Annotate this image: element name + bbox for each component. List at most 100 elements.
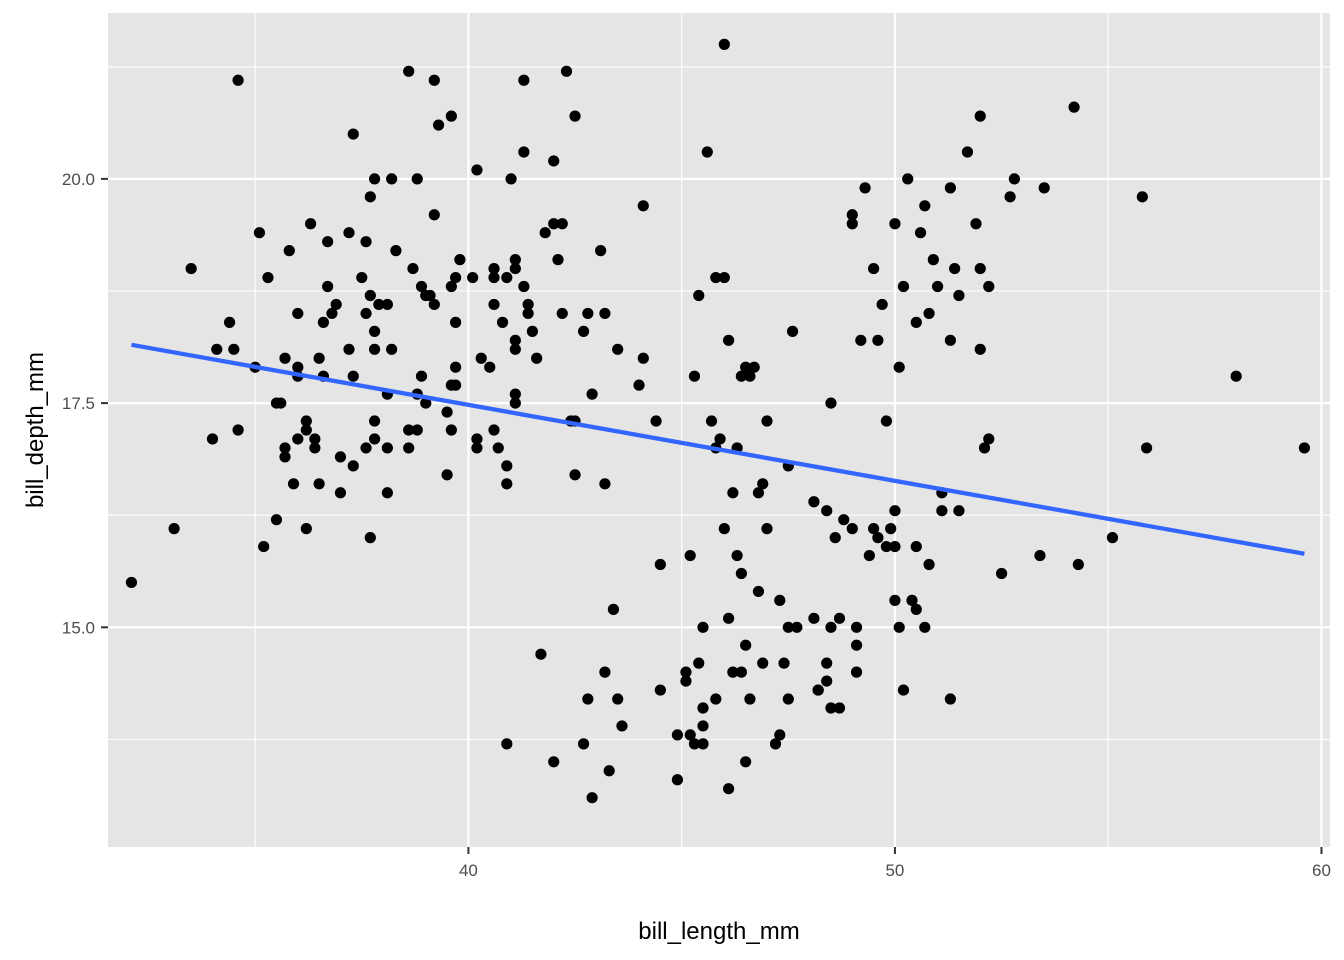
data-point [420,397,432,409]
data-point [526,325,538,337]
data-point [974,343,986,355]
data-point [697,621,709,633]
data-point [368,325,381,337]
data-point [808,496,820,508]
data-point [927,254,939,266]
data-point [744,693,756,705]
data-point [727,666,739,678]
data-point [535,648,547,660]
data-point [944,182,956,194]
data-point [821,657,833,669]
data-point [407,262,419,275]
data-point [292,307,304,320]
data-point [944,334,956,346]
data-point [556,218,568,230]
data-point [548,756,560,768]
data-point [381,442,393,454]
data-point [923,307,935,320]
data-point [740,639,752,651]
data-point [496,316,509,328]
data-point [556,307,568,320]
data-point [910,603,922,615]
data-point [752,585,765,598]
data-point [914,227,927,239]
data-point [403,65,415,77]
data-point [577,325,590,337]
data-point [441,469,453,481]
data-point [368,415,381,427]
data-point [488,298,500,311]
data-point [735,567,747,580]
data-point [919,200,931,212]
data-point [612,343,624,355]
data-point [654,684,666,696]
data-point [300,415,312,427]
data-point [364,191,376,203]
data-point [897,280,910,293]
data-point [475,352,487,364]
data-point [889,594,901,606]
data-point [846,523,858,535]
data-point [415,370,428,382]
data-point [872,532,884,544]
data-point [403,442,415,454]
data-point [850,621,863,633]
data-point [846,209,858,221]
data-point [560,65,573,77]
data-point [548,155,560,167]
data-point [313,478,325,490]
data-point [330,298,342,311]
data-point [868,523,880,535]
y-tick-label: 20.0 [62,170,95,189]
data-point [697,702,709,714]
data-point [586,388,598,400]
data-point [885,523,897,535]
data-point [509,334,521,346]
data-point [518,74,530,86]
data-point [454,254,466,266]
data-point [637,352,649,364]
data-point [893,621,905,633]
data-point [1298,442,1311,454]
major-gridlines [108,13,1330,847]
data-point [680,675,692,687]
data-point [880,415,893,427]
data-point [1004,191,1016,203]
data-point [300,424,312,436]
data-point [599,666,611,678]
data-point [211,343,223,355]
data-point [983,280,995,293]
data-point [445,110,457,122]
data-point [445,424,457,436]
data-point [509,397,521,409]
data-point [432,119,445,131]
data-point [949,262,961,275]
data-point [774,594,786,606]
data-point [757,657,769,669]
data-point [262,271,274,284]
data-point [701,146,713,158]
y-tick-label: 17.5 [62,394,95,413]
data-point [876,298,888,311]
data-point [774,729,786,741]
data-point [343,343,355,355]
data-point [829,532,841,544]
data-point [292,361,304,373]
data-point [415,280,428,293]
data-point [313,352,325,364]
data-point [471,164,483,176]
data-point [347,128,359,140]
data-point [744,370,756,382]
data-point [761,415,773,427]
data-point [360,307,372,320]
data-point [501,460,513,472]
data-point [923,558,935,571]
data-point [322,280,334,293]
data-point [603,765,615,777]
data-point [731,549,743,562]
data-point [411,173,423,185]
data-point [633,379,645,391]
data-point [970,218,982,230]
data-point [607,603,620,615]
data-point [846,218,858,230]
